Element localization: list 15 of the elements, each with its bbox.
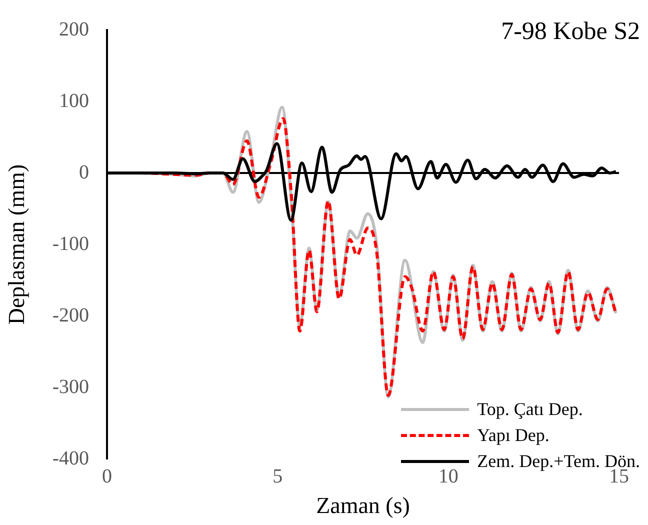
x-tick-label: 0: [102, 465, 112, 488]
y-tick-label: -400: [52, 447, 89, 470]
legend-label: Yapı Dep.: [477, 424, 550, 446]
y-tick-label: -300: [52, 376, 89, 398]
y-tick-label: -200: [52, 304, 89, 326]
chart-title: 7-98 Kobe S2: [501, 18, 640, 46]
y-tick-label: -100: [52, 232, 89, 255]
x-tick-label: 5: [272, 465, 283, 488]
x-axis-title: Zaman (s): [316, 493, 410, 518]
y-axis-title: Deplasman (mm): [4, 164, 29, 325]
legend-label: Top. Çatı Dep.: [477, 398, 583, 420]
y-tick-label: 0: [79, 161, 89, 184]
x-tick-label: 10: [438, 465, 458, 488]
y-tick-label: 200: [59, 18, 89, 40]
y-tick-label: 100: [59, 90, 89, 112]
